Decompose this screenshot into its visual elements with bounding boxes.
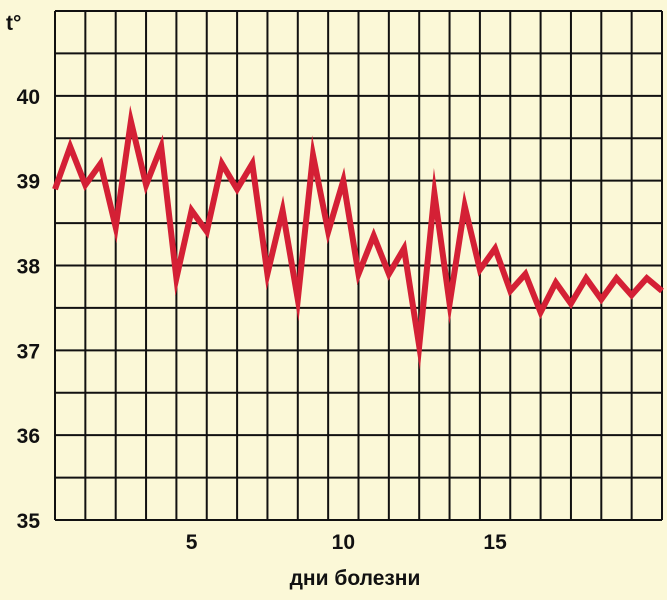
y-tick-label: 35 — [17, 510, 41, 533]
y-axis-label: t° — [6, 12, 21, 35]
grid — [54, 10, 663, 521]
x-tick-label: 5 — [186, 531, 198, 554]
temperature-series-line — [52, 105, 664, 370]
y-tick-label: 40 — [17, 86, 40, 109]
x-axis-label: дни болезни — [290, 567, 421, 590]
series-group — [52, 105, 664, 370]
x-tick-label: 15 — [483, 531, 507, 554]
x-tick-labels: 5 10 15 — [186, 531, 507, 554]
y-tick-label: 36 — [17, 425, 40, 448]
y-tick-labels: 35 36 37 38 39 40 — [17, 86, 41, 533]
y-tick-label: 37 — [17, 340, 40, 363]
y-tick-label: 38 — [17, 256, 41, 279]
x-tick-label: 10 — [332, 531, 355, 554]
y-tick-label: 39 — [17, 171, 40, 194]
